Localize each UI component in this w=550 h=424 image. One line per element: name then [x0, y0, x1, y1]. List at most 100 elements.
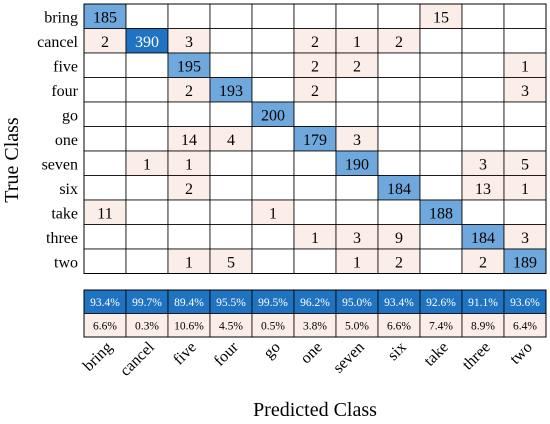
y-tick-bring: bring	[44, 9, 78, 26]
cell-value: 5	[521, 156, 529, 173]
precision-value: 95.0%	[342, 297, 372, 309]
y-tick-five: five	[53, 58, 78, 75]
matrix-cell-bring-two	[503, 3, 547, 29]
matrix-cell-bring-three	[461, 3, 505, 29]
matrix-border	[83, 3, 547, 274]
matrix-cell-two-bring	[83, 248, 127, 274]
false_discovery-value: 7.4%	[429, 320, 453, 332]
matrix-cell-six-go	[251, 175, 295, 201]
cell-value: 1	[521, 181, 529, 198]
x-tick-three: three	[459, 339, 494, 374]
matrix-cell-cancel-go	[251, 28, 295, 54]
matrix-cell-three-bring	[83, 224, 127, 250]
matrix-cell-three-go	[251, 224, 295, 250]
matrix-cell-five-one	[293, 52, 337, 78]
false_discovery-value: 6.6%	[93, 320, 117, 332]
matrix-cell-two-take	[419, 248, 463, 274]
matrix-cell-go-cancel	[125, 101, 169, 127]
cell-value: 14	[181, 132, 197, 149]
cell-value: 3	[353, 230, 361, 247]
cell-value: 185	[93, 9, 117, 26]
matrix-cell-two-one	[293, 248, 337, 274]
matrix-cell-cancel-bring	[83, 28, 127, 54]
matrix-cell-two-two	[503, 248, 547, 274]
matrix-cell-six-six	[377, 175, 421, 201]
cell-value: 184	[471, 230, 495, 247]
cell-value: 1	[185, 254, 193, 271]
matrix-cell-seven-four	[209, 150, 253, 176]
matrix-cell-four-six	[377, 77, 421, 103]
matrix-cell-three-four	[209, 224, 253, 250]
matrix-cell-four-four	[209, 77, 253, 103]
cell-value: 2	[395, 34, 403, 51]
matrix-cell-seven-take	[419, 150, 463, 176]
matrix-cell-five-three	[461, 52, 505, 78]
cell-value: 190	[345, 156, 369, 173]
matrix-cell-six-bring	[83, 175, 127, 201]
matrix-cell-three-two	[503, 224, 547, 250]
matrix-cell-take-five	[167, 199, 211, 225]
cell-value: 193	[219, 83, 243, 100]
matrix-cell-six-four	[209, 175, 253, 201]
y-tick-six: six	[59, 181, 78, 198]
matrix-cell-seven-one	[293, 150, 337, 176]
matrix-cell-four-five	[167, 77, 211, 103]
precision-value: 91.1%	[468, 297, 498, 309]
matrix-cell-six-cancel	[125, 175, 169, 201]
matrix-cell-take-six	[377, 199, 421, 225]
matrix-cell-seven-five	[167, 150, 211, 176]
cell-value: 2	[101, 34, 109, 51]
precision-value: 95.5%	[216, 297, 246, 309]
y-tick-labels: bring cancel five four go one seven six take thre…	[37, 9, 79, 271]
cell-value: 2	[395, 254, 403, 271]
matrix-cell-go-take	[419, 101, 463, 127]
matrix-cell-two-cancel	[125, 248, 169, 274]
matrix-cell-six-two	[503, 175, 547, 201]
matrix-cell-seven-six	[377, 150, 421, 176]
cell-value: 2	[479, 254, 487, 271]
cell-value: 179	[303, 132, 327, 149]
false_discovery-value: 4.5%	[219, 320, 243, 332]
cell-value: 2	[311, 83, 319, 100]
y-tick-two: two	[54, 254, 78, 271]
precision-value: 99.7%	[132, 297, 162, 309]
matrix-cell-go-two	[503, 101, 547, 127]
matrix-cell-go-one	[293, 101, 337, 127]
matrix-cell-seven-cancel	[125, 150, 169, 176]
false_discovery-value: 8.9%	[471, 320, 495, 332]
cell-value: 189	[513, 254, 537, 271]
x-axis-label: Predicted Class	[253, 399, 377, 421]
matrix-cell-cancel-two	[503, 28, 547, 54]
matrix-cell-bring-six	[377, 3, 421, 29]
matrix-cell-six-take	[419, 175, 463, 201]
matrix-cell-one-bring	[83, 126, 127, 152]
cell-value: 188	[429, 205, 453, 222]
matrix-cell-seven-bring	[83, 150, 127, 176]
cell-value: 2	[185, 181, 193, 198]
x-tick-take: take	[421, 339, 452, 370]
cell-value: 195	[177, 58, 201, 75]
cell-value: 1	[353, 254, 361, 271]
x-tick-four: four	[211, 338, 242, 369]
y-tick-four: four	[51, 83, 78, 100]
cell-value: 1	[311, 230, 319, 247]
matrix-cell-bring-go	[251, 3, 295, 29]
precision-value: 92.6%	[426, 297, 456, 309]
matrix-cell-six-three	[461, 175, 505, 201]
cell-value: 2	[311, 34, 319, 51]
precision-value: 89.4%	[174, 297, 204, 309]
matrix-cell-four-take	[419, 77, 463, 103]
x-tick-bring: bring	[80, 339, 116, 375]
matrix-cell-go-four	[209, 101, 253, 127]
cell-value: 5	[227, 254, 235, 271]
cell-value: 3	[521, 230, 529, 247]
matrix-cell-four-cancel	[125, 77, 169, 103]
matrix-cell-five-go	[251, 52, 295, 78]
matrix-cell-one-one	[293, 126, 337, 152]
matrix-cell-one-six	[377, 126, 421, 152]
summary-border	[83, 289, 547, 338]
cell-value: 3	[521, 83, 529, 100]
matrix-cell-five-bring	[83, 52, 127, 78]
